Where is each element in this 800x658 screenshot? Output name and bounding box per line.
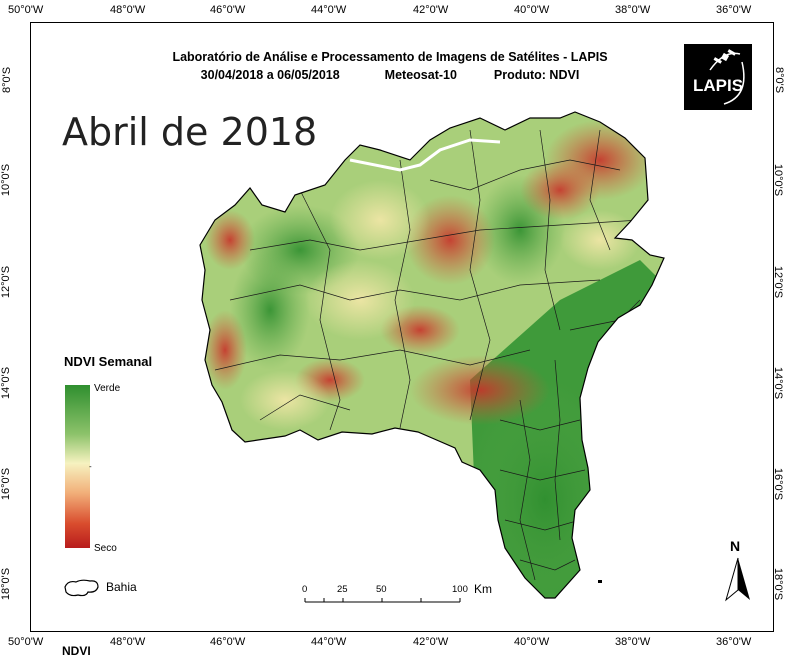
lon-label: 48°0'W: [110, 636, 146, 648]
lon-label: 40°0'W: [514, 4, 550, 16]
bahia-outline-icon: [64, 579, 99, 597]
lon-label: 42°0'W: [413, 4, 449, 16]
bottom-cut-text: NDVI: [62, 644, 91, 658]
lon-label: 50°0'W: [8, 4, 44, 16]
legend-mid-tick: -: [89, 462, 92, 471]
legend-title: NDVI Semanal: [64, 354, 153, 369]
header-title: Laboratório de Análise e Processamento d…: [172, 50, 608, 64]
legend-colorbar: [65, 385, 90, 548]
satellite-icon: [709, 49, 741, 71]
lon-label: 36°0'W: [716, 4, 752, 16]
header-subtitle: 30/04/2018 a 06/05/2018 Meteosat-10 Prod…: [90, 68, 690, 82]
lon-label: 38°0'W: [615, 636, 651, 648]
scale-tick-label: 50: [376, 584, 387, 595]
lon-label: 44°0'W: [311, 636, 347, 648]
header-satellite: Meteosat-10: [384, 68, 457, 82]
legend-bottom-label: Seco: [94, 543, 117, 554]
logo-text: LAPIS: [692, 76, 744, 95]
lon-label: 46°0'W: [210, 636, 246, 648]
scale-tick-label: 25: [337, 584, 348, 595]
scale-unit: Km: [474, 582, 492, 596]
scale-bar-line: [304, 598, 461, 603]
period-title: Abril de 2018: [62, 110, 318, 154]
orbit-icon: [723, 61, 745, 105]
scale-tick-label: 0: [302, 584, 308, 595]
scale-tick-label: 100: [452, 584, 468, 595]
north-label: N: [730, 538, 741, 554]
lon-label: 36°0'W: [716, 636, 752, 648]
lon-label: 38°0'W: [615, 4, 651, 16]
legend-top-label: Verde: [94, 383, 121, 394]
lon-label: 42°0'W: [413, 636, 449, 648]
lapis-logo: LAPIS: [684, 44, 752, 110]
header-date: 30/04/2018 a 06/05/2018: [200, 68, 340, 82]
bahia-label: Bahia: [106, 580, 137, 594]
north-arrow-icon: [725, 557, 750, 602]
lon-label: 46°0'W: [210, 4, 246, 16]
lon-label: 44°0'W: [311, 4, 347, 16]
lon-label: 48°0'W: [110, 4, 146, 16]
lon-label: 40°0'W: [514, 636, 550, 648]
header-product: Produto: NDVI: [493, 68, 580, 82]
lon-label: 50°0'W: [8, 636, 44, 648]
